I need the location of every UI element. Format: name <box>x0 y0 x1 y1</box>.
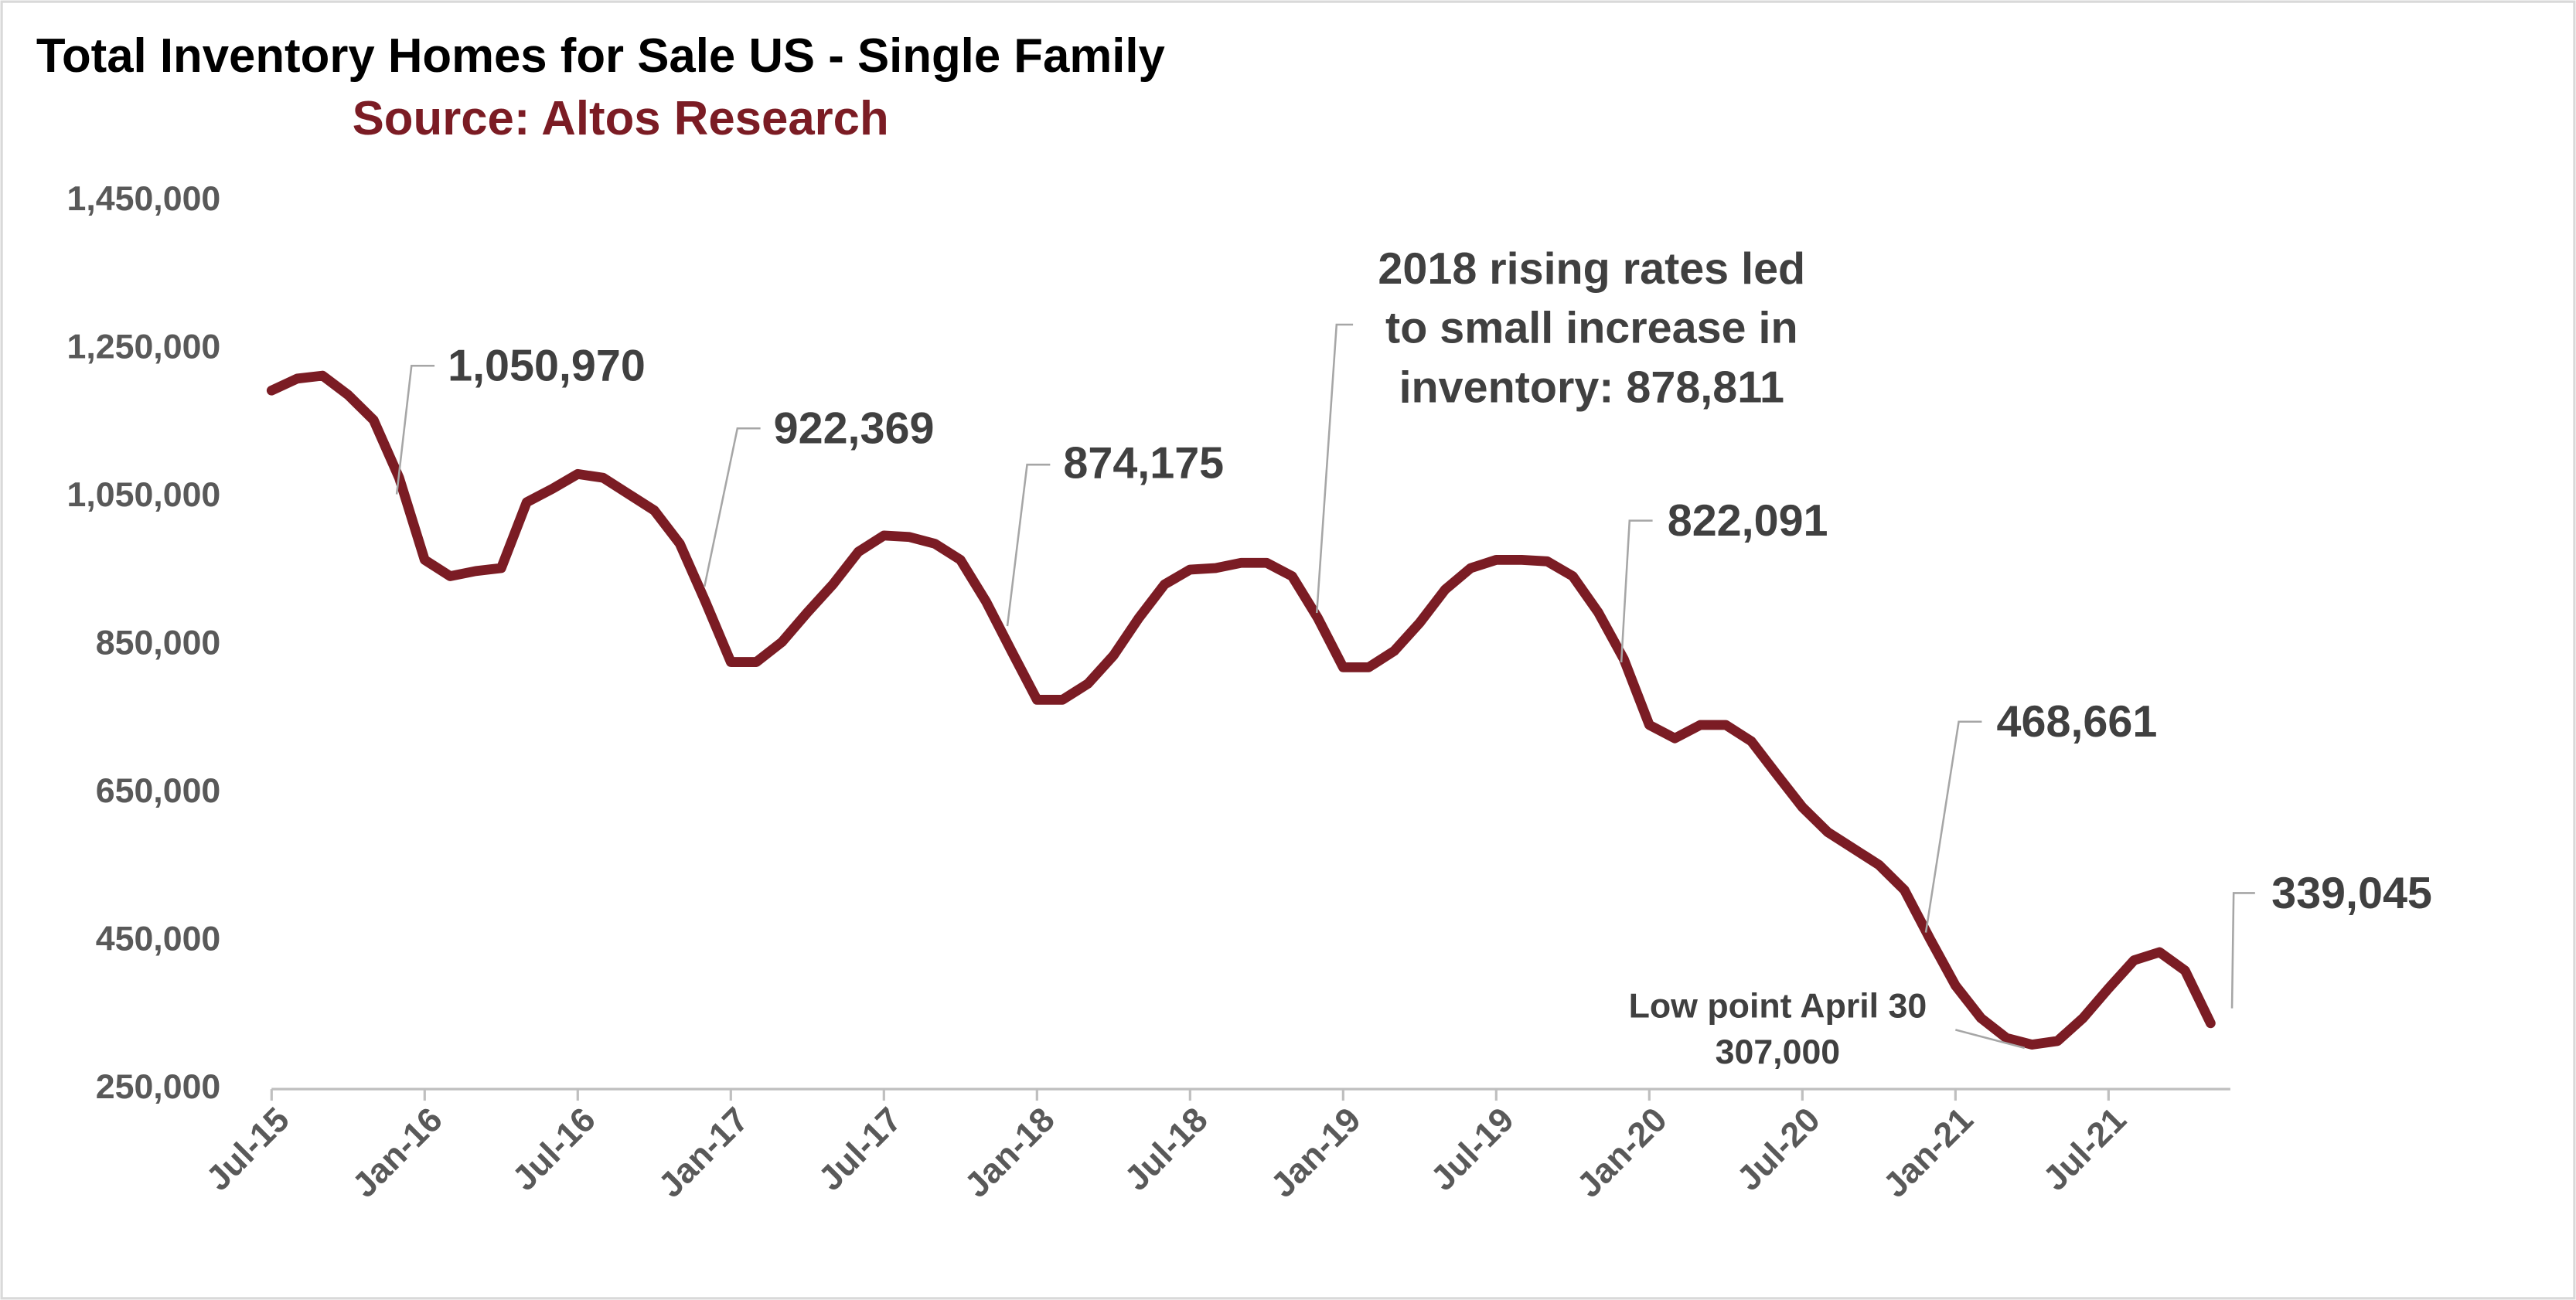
annotation-leader <box>395 364 435 495</box>
y-tick-label: 1,050,000 <box>66 476 220 514</box>
y-tick-label: 250,000 <box>96 1068 221 1106</box>
annotation: 822,091 <box>1668 496 1828 546</box>
annotation: 339,045 <box>2271 869 2432 918</box>
annotation: Low point April 30 <box>1629 987 1927 1025</box>
annotation: 2018 rising rates led <box>1378 244 1805 294</box>
y-tick-label: 450,000 <box>96 920 221 958</box>
annotation: 874,175 <box>1063 438 1224 488</box>
y-tick-label: 650,000 <box>96 772 221 810</box>
annotation-leader <box>1620 519 1653 663</box>
chart-subtitle: Source: Altos Research <box>353 92 889 145</box>
annotation: 307,000 <box>1716 1033 1841 1071</box>
annotation-leader <box>1924 720 1982 933</box>
annotation-leader <box>2230 892 2255 1009</box>
annotation-leader <box>1315 323 1354 614</box>
annotation: 468,661 <box>1997 697 2158 747</box>
y-tick-label: 1,250,000 <box>66 328 220 366</box>
y-tick-label: 850,000 <box>96 624 221 662</box>
annotation-leader <box>703 427 761 587</box>
annotation: to small increase in <box>1385 304 1798 353</box>
annotation: 1,050,970 <box>448 342 646 391</box>
chart-title: Total Inventory Homes for Sale US - Sing… <box>36 29 1166 83</box>
annotation: inventory: 878,811 <box>1399 362 1784 412</box>
data-line <box>266 370 2216 1050</box>
annotation: 922,369 <box>774 404 935 454</box>
y-tick-label: 1,450,000 <box>66 180 220 218</box>
annotation-leader <box>1955 1029 2026 1050</box>
annotation-leader <box>1006 463 1051 627</box>
